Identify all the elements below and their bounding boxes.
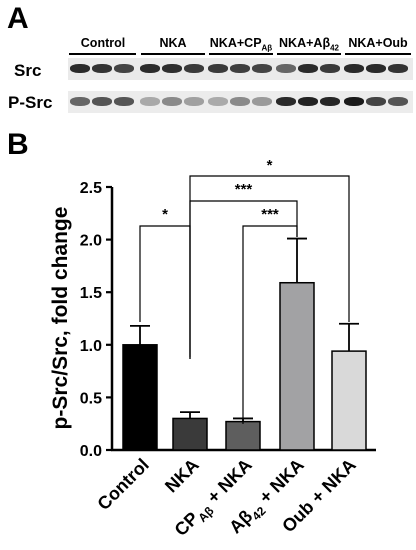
- blot-band: [230, 97, 250, 106]
- lane-line-2: [141, 53, 205, 55]
- panel-a-letter: A: [7, 2, 29, 35]
- lane-label-nka-oub: NKA+Oub: [348, 36, 408, 50]
- x-tick-label: Control: [93, 455, 152, 514]
- blot-band: [366, 97, 386, 106]
- y-tick-label: 1.5: [80, 285, 102, 302]
- bar: [172, 417, 208, 451]
- lane-label-control: Control: [80, 36, 126, 50]
- blot-band: [276, 64, 296, 73]
- blot-band: [344, 97, 364, 106]
- blot-band: [208, 97, 228, 106]
- blot-band: [320, 97, 340, 106]
- bar: [331, 350, 367, 451]
- lane-line-4: [277, 53, 341, 55]
- blot-band: [162, 97, 182, 106]
- blot-band: [230, 64, 250, 73]
- bar: [279, 281, 315, 451]
- blot-band: [276, 97, 296, 106]
- significance-brackets: * *******: [139, 157, 350, 424]
- blot-band: [208, 64, 228, 73]
- blot-band: [298, 64, 318, 73]
- lane-label-nka-abeta42: NKA+Aβ42: [279, 36, 339, 53]
- blot-band: [70, 64, 90, 73]
- blot-band: [388, 97, 408, 106]
- blot-band: [140, 64, 160, 73]
- blot-band: [114, 64, 134, 73]
- blot-strip-p-src: [68, 91, 413, 113]
- y-tick-label: 0.0: [80, 443, 102, 460]
- lane-line-1: [69, 53, 136, 55]
- lane-label-nka: NKA: [159, 36, 187, 50]
- significance-label: *: [162, 206, 168, 223]
- blot-band: [92, 64, 112, 73]
- significance-bracket: [189, 175, 350, 359]
- significance-label: ***: [235, 181, 253, 198]
- y-tick-label: 1.0: [80, 338, 102, 355]
- blot-band: [344, 64, 364, 73]
- x-tick-label: NKA: [161, 455, 203, 497]
- bar: [122, 344, 158, 451]
- blot-band: [252, 64, 272, 73]
- blot-band: [162, 64, 182, 73]
- significance-label: ***: [261, 206, 279, 223]
- bars: [122, 237, 367, 451]
- blot-band: [70, 97, 90, 106]
- y-tick-label: 0.5: [80, 390, 102, 407]
- row-label-p-src: P-Src: [8, 93, 53, 112]
- y-axis-label: p-Src/Src, fold change: [49, 207, 72, 430]
- blot-band: [252, 97, 272, 106]
- row-label-src: Src: [14, 61, 42, 80]
- blot-band: [298, 97, 318, 106]
- y-tick-label: 2.0: [80, 233, 102, 250]
- significance-label: *: [267, 157, 273, 174]
- blot-band: [92, 97, 112, 106]
- panel-b-letter: B: [7, 128, 29, 161]
- y-tick-label: 2.5: [80, 180, 102, 197]
- blot-band: [184, 64, 204, 73]
- blot-band: [114, 97, 134, 106]
- lane-line-5: [345, 53, 411, 55]
- lane-line-3: [209, 53, 273, 55]
- lane-label-nka-cp: NKA+CPAβ: [209, 36, 273, 53]
- blot-band: [184, 97, 204, 106]
- blot-band: [320, 64, 340, 73]
- blot-band: [366, 64, 386, 73]
- blot-band: [388, 64, 408, 73]
- blot-strip-src: [68, 58, 413, 80]
- bar: [225, 420, 261, 451]
- blot-band: [140, 97, 160, 106]
- significance-bracket: [139, 225, 191, 357]
